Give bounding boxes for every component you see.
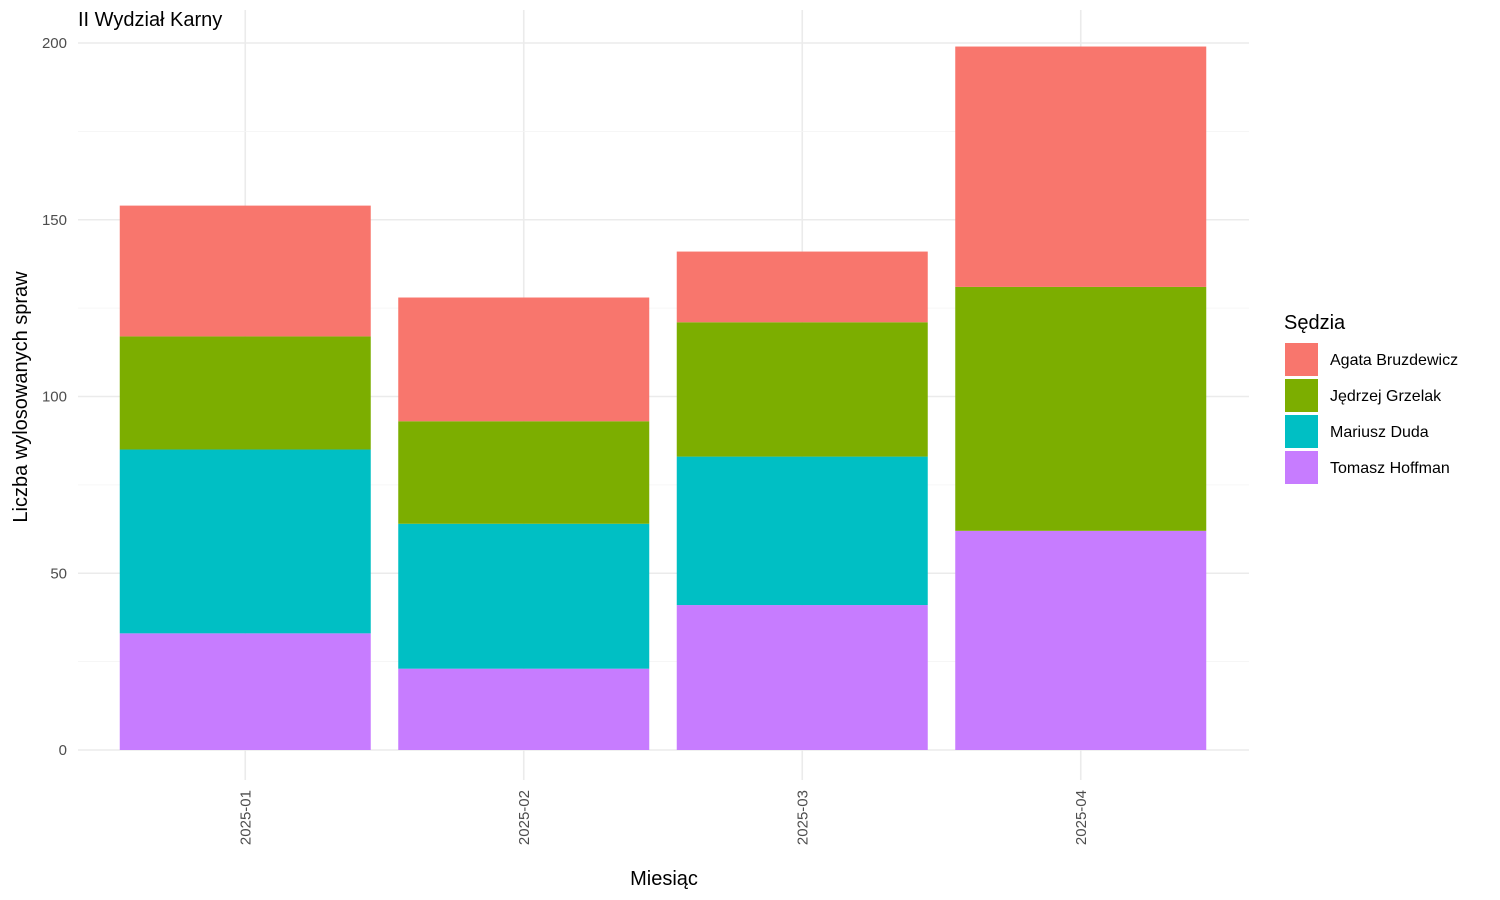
bar-segment — [955, 286, 1207, 531]
x-axis-ticks: 2025-01 2025-02 2025-03 2025-04 — [237, 790, 1090, 845]
chart-title: II Wydział Karny — [78, 9, 222, 31]
y-tick-label: 100 — [42, 389, 67, 406]
legend-label: Agata Bruzdewicz — [1330, 352, 1458, 369]
legend-label: Mariusz Duda — [1330, 424, 1429, 441]
bar-segment — [119, 449, 371, 634]
bar-segment — [398, 668, 650, 750]
legend: Sędzia Agata Bruzdewicz Jędrzej Grzelak Ma… — [1284, 312, 1458, 484]
legend-label: Jędrzej Grzelak — [1330, 388, 1442, 405]
y-tick-label: 150 — [42, 212, 67, 229]
bar-segment — [119, 336, 371, 450]
bar-segment — [119, 633, 371, 750]
legend-key — [1285, 415, 1318, 448]
legend-key — [1285, 451, 1318, 484]
x-tick-label: 2025-02 — [516, 790, 533, 845]
y-tick-label: 0 — [59, 742, 67, 759]
bar-segment — [398, 297, 650, 422]
y-axis-ticks: 0 50 100 150 200 — [42, 35, 67, 759]
bar-segment — [676, 605, 928, 750]
bar-segment — [955, 46, 1207, 287]
legend-label: Tomasz Hoffman — [1330, 460, 1450, 477]
x-axis-title: Miesiąc — [630, 868, 698, 890]
x-tick-label: 2025-04 — [1073, 790, 1090, 845]
legend-key — [1285, 379, 1318, 412]
legend-key — [1285, 343, 1318, 376]
y-tick-label: 200 — [42, 35, 67, 52]
bar-segment — [676, 251, 928, 323]
bar-segment — [676, 456, 928, 606]
legend-title: Sędzia — [1284, 312, 1346, 334]
bar-segment — [398, 523, 650, 669]
y-axis-title: Liczba wylosowanych spraw — [10, 271, 32, 523]
x-tick-label: 2025-01 — [237, 790, 254, 845]
bar-segment — [676, 322, 928, 457]
bar-segment — [119, 205, 371, 337]
bar-segment — [398, 421, 650, 524]
bar-segment — [955, 530, 1207, 750]
y-tick-label: 50 — [50, 565, 67, 582]
bars — [119, 46, 1207, 750]
x-tick-label: 2025-03 — [794, 790, 811, 845]
